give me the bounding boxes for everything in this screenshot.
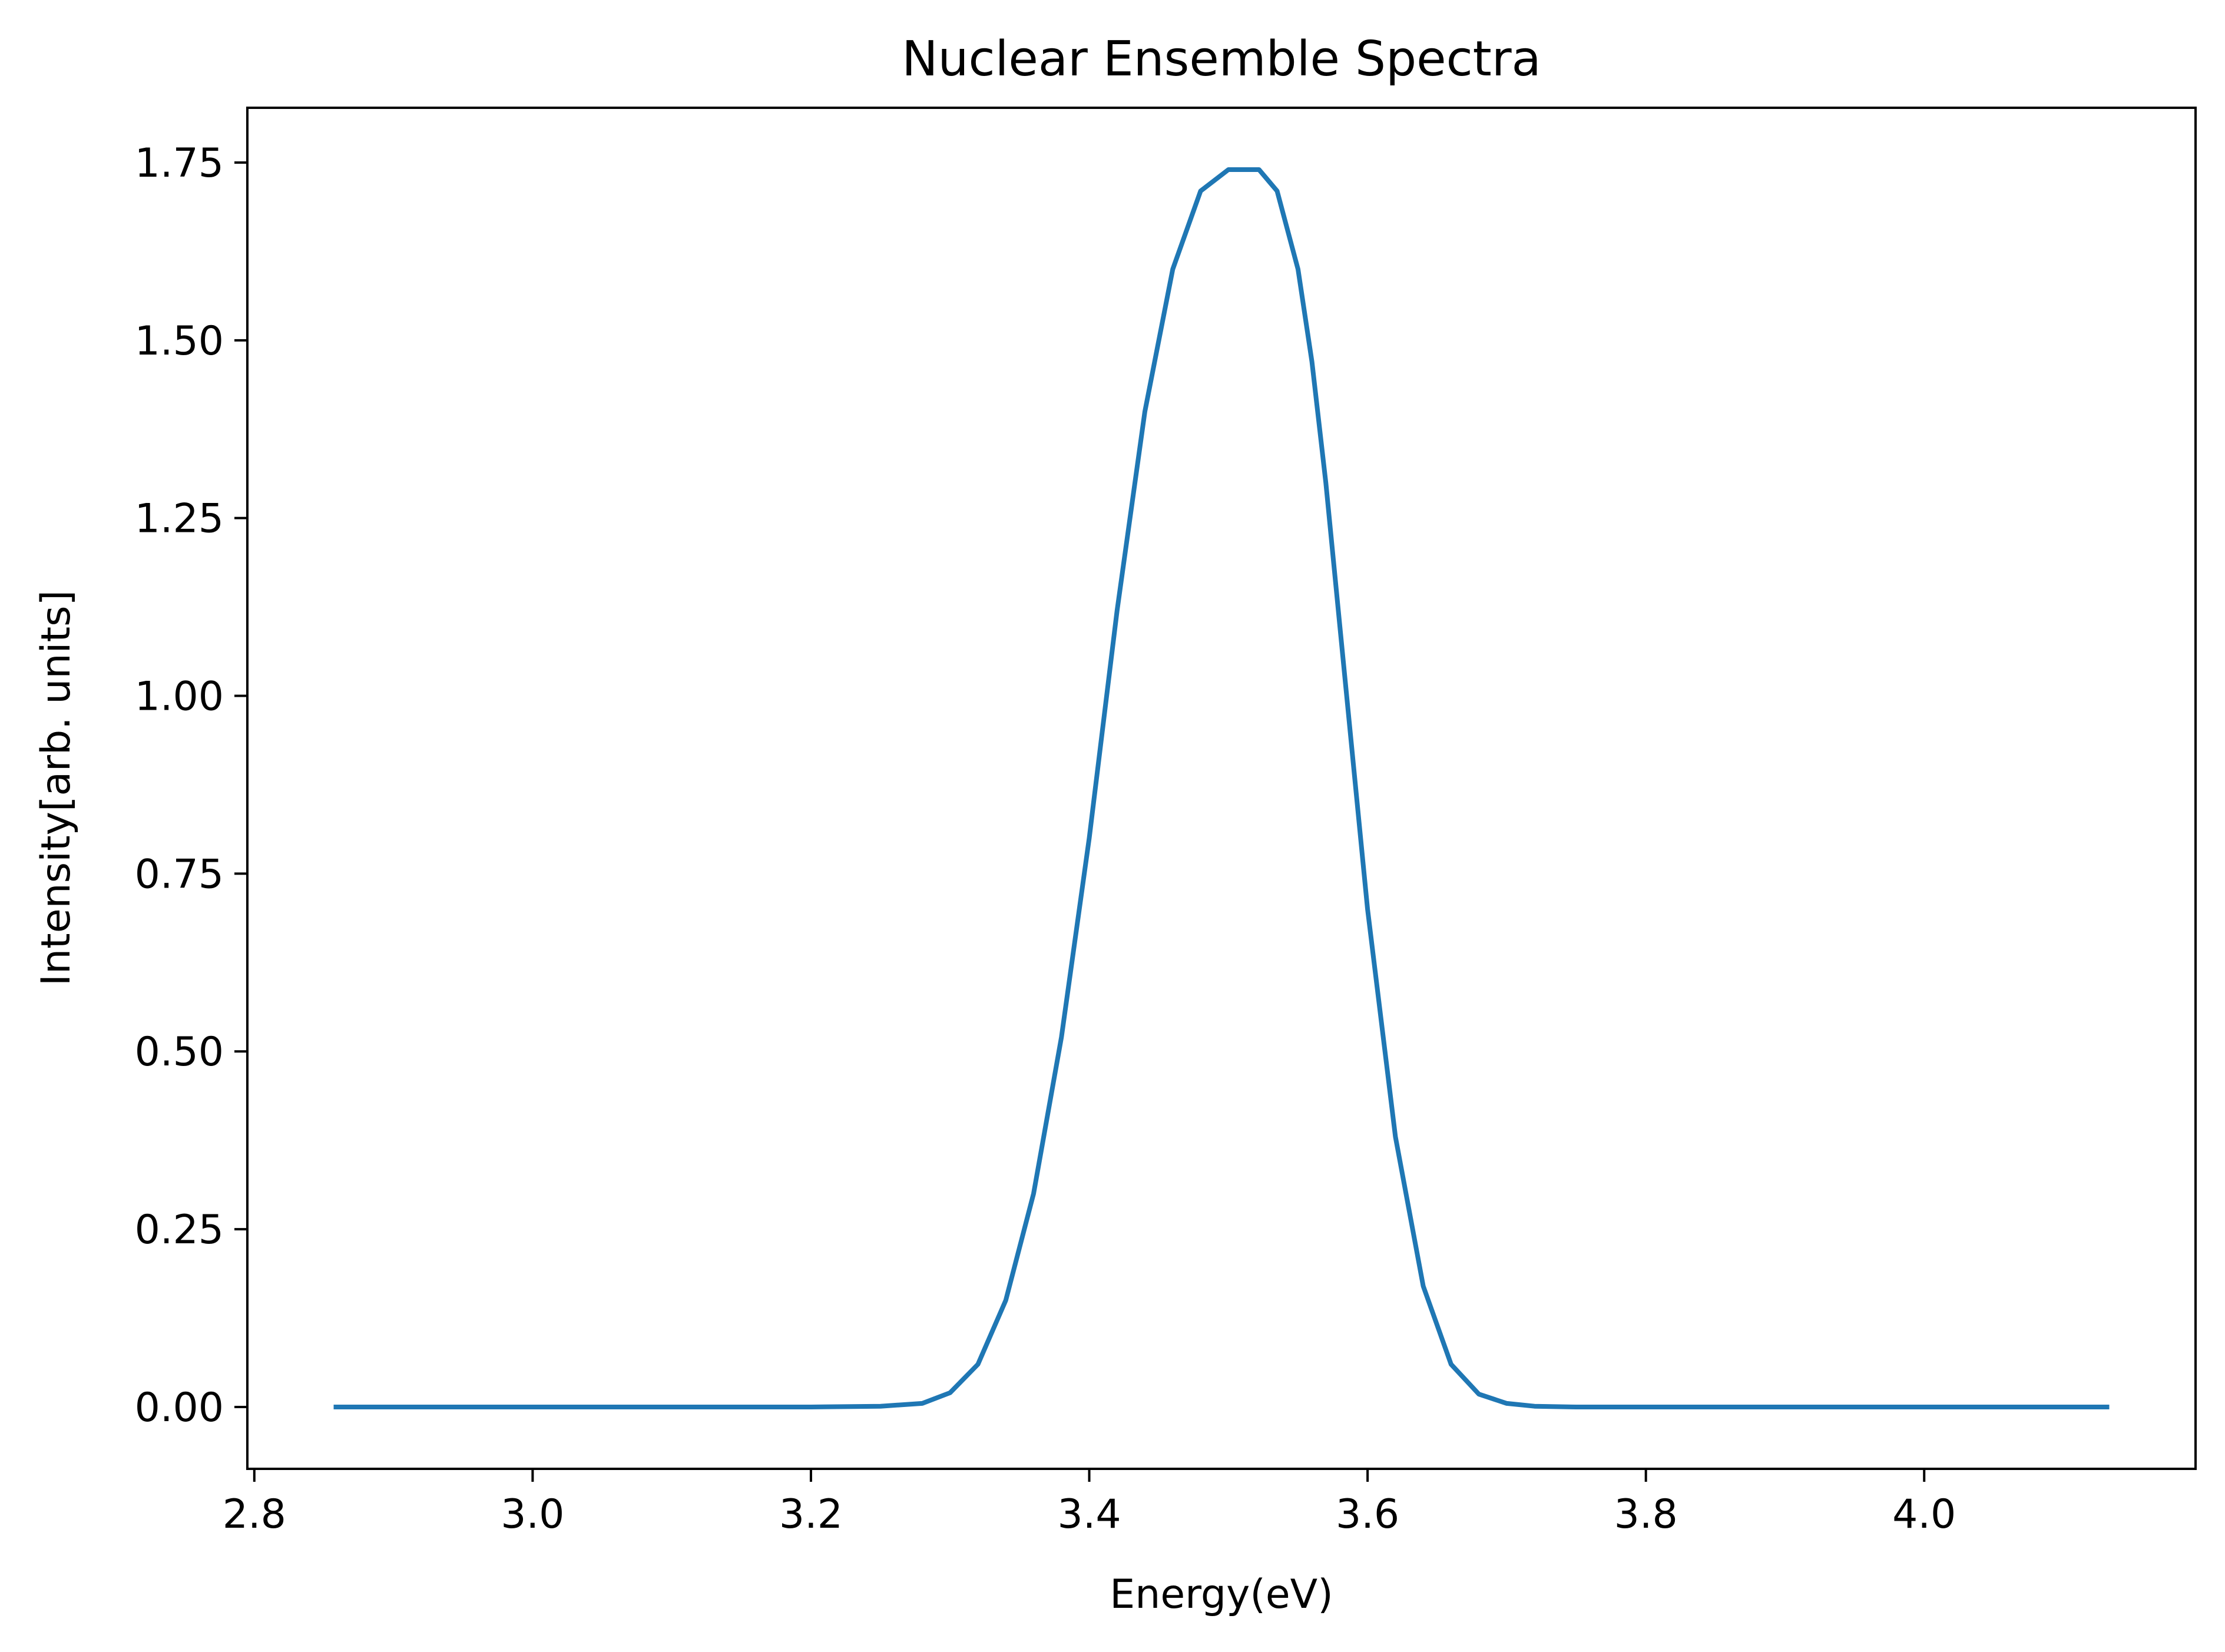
- plot-frame: [246, 107, 2197, 1470]
- x-tick-label: 2.8: [223, 1491, 286, 1538]
- x-tick-label: 3.2: [779, 1491, 843, 1538]
- x-axis-label: Energy(eV): [1110, 1571, 1333, 1618]
- series-line-1: [333, 167, 2110, 1409]
- y-tick-label: 1.00: [135, 674, 224, 720]
- x-tick-label: 3.6: [1336, 1491, 1399, 1538]
- y-tick-label: 1.25: [135, 496, 224, 542]
- x-axis: 2.8 3.0 3.2 3.4 3.6 3.8 4.0: [223, 1469, 1956, 1538]
- chart-title: Nuclear Ensemble Spectra: [902, 31, 1541, 87]
- y-tick-label: 0.25: [135, 1207, 224, 1253]
- x-tick-label: 3.4: [1057, 1491, 1121, 1538]
- x-tick-label: 3.8: [1614, 1491, 1678, 1538]
- y-axis-label: Intensity[arb. units]: [33, 590, 80, 986]
- y-axis: 0.00 0.25 0.50 0.75 1.00 1.25 1.50 1.75: [135, 140, 247, 1431]
- plot-area: [333, 167, 2110, 1409]
- x-tick-label: 3.0: [501, 1491, 564, 1538]
- x-tick-label: 4.0: [1892, 1491, 1956, 1538]
- y-tick-label: 0.00: [135, 1385, 224, 1431]
- y-tick-label: 1.75: [135, 140, 224, 187]
- y-tick-label: 1.50: [135, 318, 224, 365]
- y-tick-label: 0.50: [135, 1029, 224, 1075]
- y-tick-label: 0.75: [135, 851, 224, 898]
